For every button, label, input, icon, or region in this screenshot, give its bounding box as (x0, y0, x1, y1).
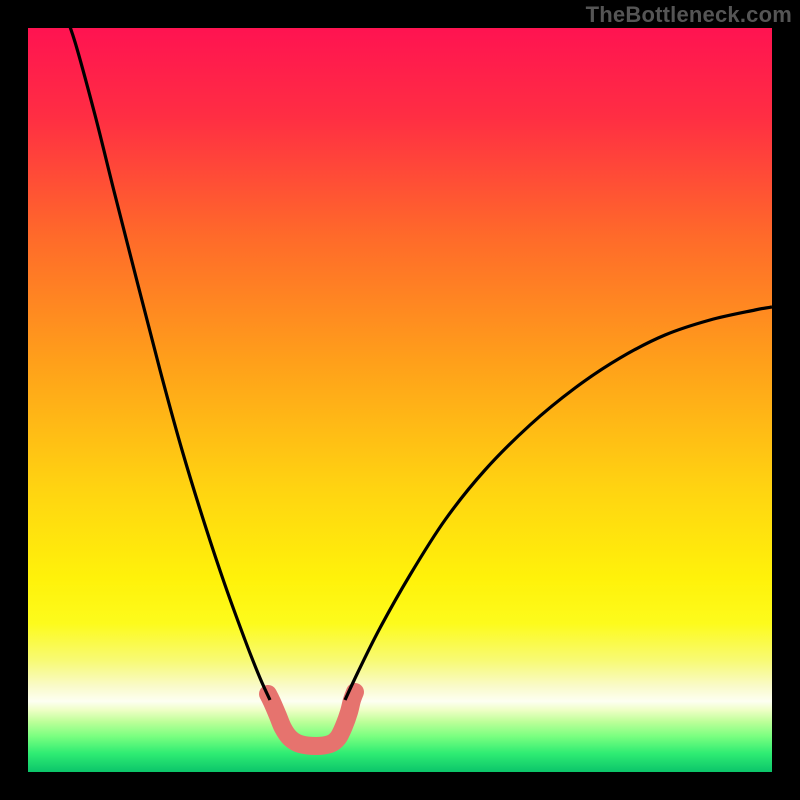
chart-canvas: TheBottleneck.com (0, 0, 800, 800)
watermark-text: TheBottleneck.com (586, 2, 792, 28)
chart-svg (0, 0, 800, 800)
gradient-plot-area (28, 28, 772, 772)
